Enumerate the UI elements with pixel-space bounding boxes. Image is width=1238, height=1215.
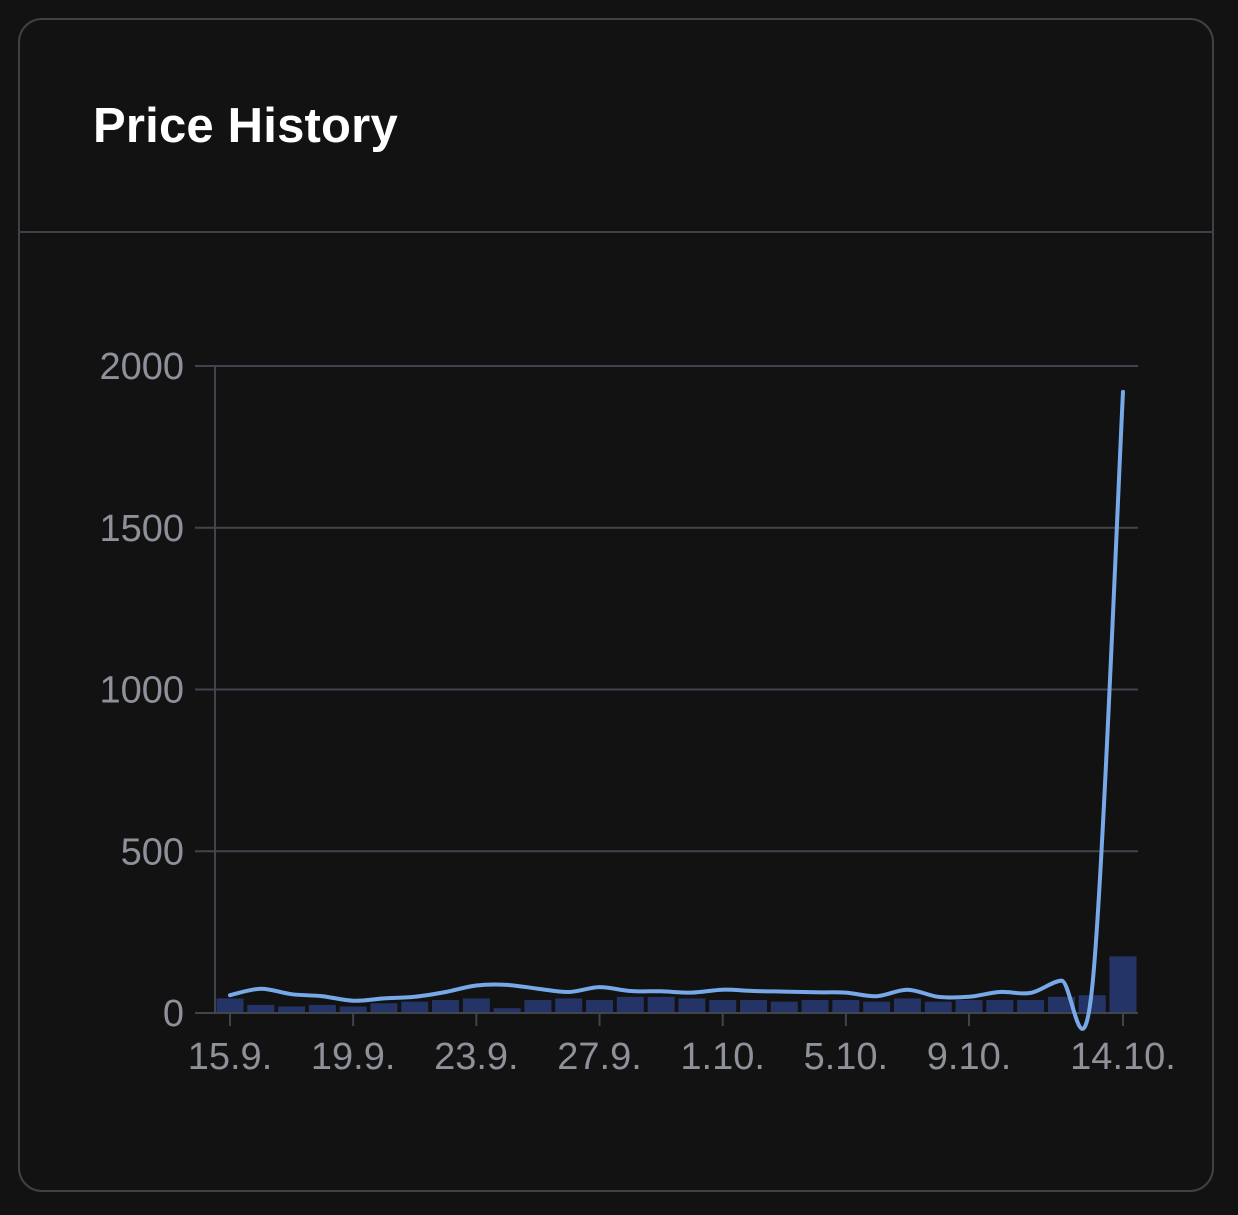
volume-bar: [1017, 1000, 1045, 1013]
volume-bar: [432, 1000, 460, 1013]
x-tick-label: 1.10.: [680, 1036, 765, 1078]
x-tick-label: 9.10.: [927, 1036, 1012, 1078]
x-tick-label: 14.10.: [1070, 1036, 1176, 1078]
volume-bar: [278, 1006, 306, 1013]
volume-bar: [524, 1000, 552, 1013]
volume-bar: [216, 998, 244, 1013]
volume-bar: [678, 998, 706, 1013]
price-history-card: Price History: [18, 18, 1214, 1192]
card-title: Price History: [93, 99, 398, 153]
x-tick-label: 23.9.: [434, 1036, 519, 1078]
volume-bar: [924, 1001, 952, 1013]
x-tick-label: 15.9.: [188, 1036, 273, 1078]
y-tick-label: 1000: [99, 670, 184, 712]
volume-bar: [1078, 995, 1106, 1013]
volume-bar: [493, 1008, 521, 1013]
x-tick-label: 5.10.: [804, 1036, 889, 1078]
volume-bar: [801, 1000, 829, 1013]
volume-bar: [709, 1000, 737, 1013]
y-tick-label: 500: [121, 831, 184, 873]
volume-bar: [955, 1000, 983, 1013]
y-tick-label: 2000: [99, 346, 184, 388]
volume-bar: [1047, 996, 1075, 1013]
x-tick-label: 27.9.: [557, 1036, 642, 1078]
price-line: [228, 389, 1125, 1031]
card-header: Price History: [20, 20, 1212, 233]
volume-bar: [308, 1004, 336, 1013]
volume-bar: [401, 1001, 429, 1013]
volume-bar: [339, 1006, 367, 1013]
volume-bar: [555, 998, 583, 1013]
y-tick-label: 1500: [99, 508, 184, 550]
volume-bar: [586, 1000, 614, 1013]
volume-bar: [616, 996, 644, 1013]
volume-bar: [770, 1001, 798, 1013]
y-tick-label: 0: [163, 993, 184, 1035]
volume-bar: [370, 1003, 398, 1013]
x-tick-label: 19.9.: [311, 1036, 396, 1078]
volume-bar: [462, 998, 490, 1013]
volume-bar: [1109, 956, 1137, 1013]
volume-bar: [647, 996, 675, 1013]
volume-bar: [863, 1001, 891, 1013]
volume-bar: [832, 1000, 860, 1013]
volume-bar: [893, 998, 921, 1013]
volume-bar: [247, 1004, 275, 1013]
volume-bar: [739, 1000, 767, 1013]
volume-bar: [986, 1000, 1014, 1013]
